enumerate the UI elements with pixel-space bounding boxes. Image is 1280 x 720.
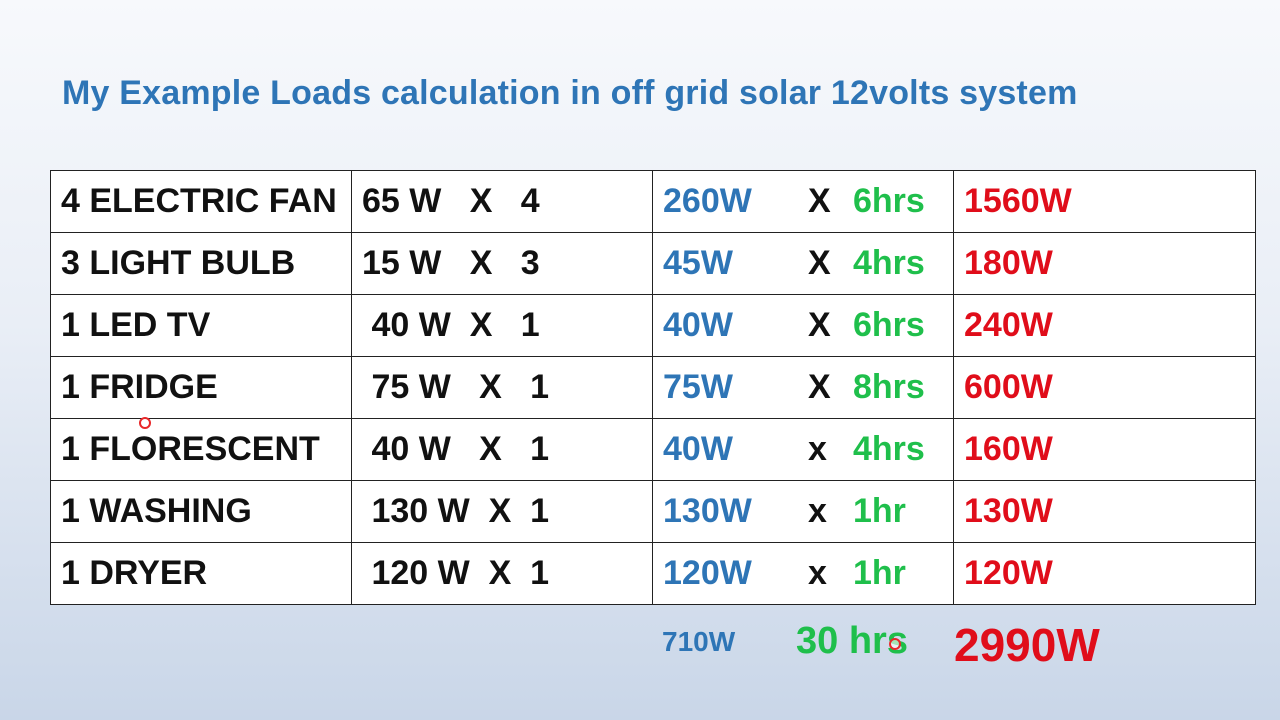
table-row: 3 LIGHT BULB 15 W X 3 45W X 4hrs 180W xyxy=(50,232,1256,295)
row-hours: 6hrs xyxy=(853,306,925,344)
row-total: 120W xyxy=(964,554,1053,592)
item-name: 1 FRIDGE xyxy=(61,368,218,406)
item-name: 1 WASHING xyxy=(61,492,252,530)
total-cell: 130W xyxy=(953,480,1256,543)
row-watts: 40W xyxy=(663,430,733,468)
total-cell: 120W xyxy=(953,542,1256,605)
total-cell: 180W xyxy=(953,232,1256,295)
item-name: 1 FLORESCENT xyxy=(61,430,320,468)
multiply-sign: x xyxy=(808,430,827,468)
page-title: My Example Loads calculation in off grid… xyxy=(62,74,1078,112)
row-hours: 8hrs xyxy=(853,368,925,406)
multiply-sign: X xyxy=(808,306,831,344)
power-rating: 65 W X 4 xyxy=(362,182,540,220)
item-name: 3 LIGHT BULB xyxy=(61,244,296,282)
table-row: 1 FRIDGE 75 W X 1 75W X 8hrs 600W xyxy=(50,356,1256,419)
row-hours: 1hr xyxy=(853,492,906,530)
item-cell: 4 ELECTRIC FAN xyxy=(50,170,352,233)
multiply-sign: X xyxy=(808,368,831,406)
table-row: 1 WASHING 130 W X 1 130W x 1hr 130W xyxy=(50,480,1256,543)
row-hours: 4hrs xyxy=(853,430,925,468)
rate-cell: 130 W X 1 xyxy=(351,480,653,543)
power-rating: 40 W X 1 xyxy=(362,430,550,468)
rate-cell: 75 W X 1 xyxy=(351,356,653,419)
row-hours: 4hrs xyxy=(853,244,925,282)
usage-cell: 40W X 6hrs xyxy=(652,294,954,357)
table-row: 4 ELECTRIC FAN 65 W X 4 260W X 6hrs 1560W xyxy=(50,170,1256,233)
multiply-sign: x xyxy=(808,554,827,592)
row-watts: 75W xyxy=(663,368,733,406)
usage-cell: 120W x 1hr xyxy=(652,542,954,605)
multiply-sign: X xyxy=(808,182,831,220)
row-total: 180W xyxy=(964,244,1053,282)
item-cell: 1 LED TV xyxy=(50,294,352,357)
power-rating: 120 W X 1 xyxy=(362,554,550,592)
multiply-sign: x xyxy=(808,492,827,530)
table-row: 1 FLORESCENT 40 W X 1 40W x 4hrs 160W xyxy=(50,418,1256,481)
item-cell: 1 WASHING xyxy=(50,480,352,543)
row-watts: 40W xyxy=(663,306,733,344)
pointer-dot xyxy=(889,638,901,650)
rate-cell: 40 W X 1 xyxy=(351,294,653,357)
power-rating: 130 W X 1 xyxy=(362,492,550,530)
loads-table: 4 ELECTRIC FAN 65 W X 4 260W X 6hrs 1560W 3 LI… xyxy=(50,170,1256,605)
rate-cell: 15 W X 3 xyxy=(351,232,653,295)
usage-cell: 130W x 1hr xyxy=(652,480,954,543)
table-row: 1 LED TV 40 W X 1 40W X 6hrs 240W xyxy=(50,294,1256,357)
usage-cell: 260W X 6hrs xyxy=(652,170,954,233)
total-cell: 1560W xyxy=(953,170,1256,233)
power-rating: 75 W X 1 xyxy=(362,368,550,406)
item-cell: 1 FLORESCENT xyxy=(50,418,352,481)
grand-total: 2990W xyxy=(954,619,1100,671)
loads-table-body: 4 ELECTRIC FAN 65 W X 4 260W X 6hrs 1560W 3 LI… xyxy=(50,170,1256,605)
row-total: 240W xyxy=(964,306,1053,344)
total-watts: 710W xyxy=(662,626,736,657)
usage-cell: 75W X 8hrs xyxy=(652,356,954,419)
row-watts: 130W xyxy=(663,492,752,530)
item-cell: 1 FRIDGE xyxy=(50,356,352,419)
rate-cell: 65 W X 4 xyxy=(351,170,653,233)
row-watts: 260W xyxy=(663,182,752,220)
row-total: 1560W xyxy=(964,182,1072,220)
power-rating: 15 W X 3 xyxy=(362,244,540,282)
item-name: 1 LED TV xyxy=(61,306,211,344)
row-hours: 6hrs xyxy=(853,182,925,220)
row-total: 160W xyxy=(964,430,1053,468)
usage-cell: 40W x 4hrs xyxy=(652,418,954,481)
total-cell: 600W xyxy=(953,356,1256,419)
multiply-sign: X xyxy=(808,244,831,282)
usage-cell: 45W X 4hrs xyxy=(652,232,954,295)
rate-cell: 40 W X 1 xyxy=(351,418,653,481)
row-watts: 120W xyxy=(663,554,752,592)
rate-cell: 120 W X 1 xyxy=(351,542,653,605)
total-cell: 160W xyxy=(953,418,1256,481)
item-cell: 1 DRYER xyxy=(50,542,352,605)
row-hours: 1hr xyxy=(853,554,906,592)
row-watts: 45W xyxy=(663,244,733,282)
table-row: 1 DRYER 120 W X 1 120W x 1hr 120W xyxy=(50,542,1256,605)
total-cell: 240W xyxy=(953,294,1256,357)
item-name: 1 DRYER xyxy=(61,554,208,592)
item-name: 4 ELECTRIC FAN xyxy=(61,182,337,220)
row-total: 130W xyxy=(964,492,1053,530)
pointer-dot xyxy=(139,417,151,429)
row-total: 600W xyxy=(964,368,1053,406)
item-cell: 3 LIGHT BULB xyxy=(50,232,352,295)
power-rating: 40 W X 1 xyxy=(362,306,540,344)
